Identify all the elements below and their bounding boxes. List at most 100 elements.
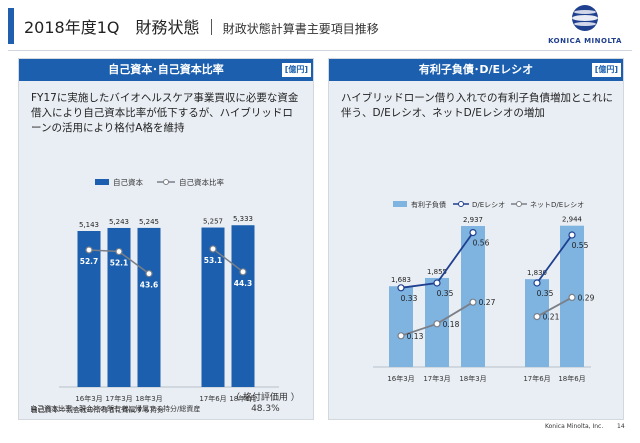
de-ratio-point xyxy=(533,279,541,287)
equity-ratio-line xyxy=(212,248,244,273)
logo-globe-icon xyxy=(572,5,598,31)
equity-chart: 自己資本 自己資本比率 5,143 16年3月 5,243 17年3月 5,245 18年… xyxy=(59,177,279,403)
logo-text: KONICA MINOLTA xyxy=(548,37,622,45)
debt-bar xyxy=(525,279,549,367)
de-ratio-line xyxy=(536,234,573,284)
legend-bar-label: 自己資本 xyxy=(113,177,143,187)
x-tick-label: 18年6月 xyxy=(229,394,256,403)
equity-description: FY17に実施したバイオヘルスケア事業買収に必要な資金借入により自己資本比率が低… xyxy=(31,92,299,134)
de-ratio-point xyxy=(397,284,405,292)
equity-ratio-point xyxy=(115,247,123,256)
page-subtitle: 財政状態計算書主要項目推移 xyxy=(222,22,379,36)
equity-note-1: 自己資本＝親会社の所有者に帰属する持分 xyxy=(31,406,164,414)
legend-debt-swatch xyxy=(393,201,407,207)
debt-unit-badge: [億円] xyxy=(591,63,621,77)
net-de-ratio-point xyxy=(533,313,541,321)
net-de-ratio-line xyxy=(536,296,573,318)
net-de-ratio-label: 0.18 xyxy=(443,320,460,329)
page-title-text: 2018年度1Q 財務状態 xyxy=(24,18,200,37)
net-de-ratio-label: 0.21 xyxy=(543,313,560,322)
x-tick-label: 17年3月 xyxy=(105,394,132,403)
footer-company: Konica Minolta, Inc. xyxy=(545,423,604,430)
debt-legend: 有利子負債 D/Eレシオ ネットD/Eレシオ xyxy=(393,200,584,209)
equity-ratio-label: 52.7 xyxy=(80,257,99,266)
net-de-ratio-label: 0.27 xyxy=(479,298,496,307)
header-accent-bar xyxy=(8,8,14,44)
x-tick-label: 18年6月 xyxy=(558,374,585,383)
equity-ratio-point xyxy=(239,268,247,276)
equity-unit-badge: [億円] xyxy=(281,63,311,77)
x-tick-label: 16年3月 xyxy=(387,374,414,383)
rating-note: （ 格付評価用 ） 48.3% xyxy=(231,393,300,415)
debt-panel-title: 有利子負債･D/Eレシオ xyxy=(418,63,534,76)
equity-bar xyxy=(137,227,161,387)
equity-bar xyxy=(201,227,225,387)
debt-panel: 有利子負債･D/Eレシオ [億円] ハイブリッドローン借り入れでの有利子負債増加… xyxy=(328,58,624,420)
equity-bar xyxy=(231,225,255,387)
rating-label: （ 格付評価用 ） xyxy=(231,393,300,403)
de-ratio-point xyxy=(568,231,576,239)
rating-value: 48.3% xyxy=(251,404,280,414)
equity-panel: 自己資本･自己資本比率 [億円] FY17に実施したバイオヘルスケア事業買収に必… xyxy=(18,58,314,420)
de-ratio-label: 0.56 xyxy=(473,239,490,248)
equity-note-2: 自己資本比率＝親会社の所有者に帰属する持分/総資産 xyxy=(30,405,201,413)
x-tick-label: 18年3月 xyxy=(135,394,162,403)
debt-value-label: 2,937 xyxy=(463,216,483,224)
x-tick-label: 16年3月 xyxy=(75,394,102,403)
debt-panel-body: ハイブリッドローン借り入れでの有利子負債増加とこれに伴う、D/Eレシオ、ネットD… xyxy=(329,81,623,419)
equity-ratio-point xyxy=(145,270,153,278)
equity-value-label: 5,143 xyxy=(79,221,99,229)
equity-ratio-point xyxy=(85,246,93,254)
legend-debt-label: 有利子負債 xyxy=(411,200,446,209)
de-ratio-label: 0.33 xyxy=(401,294,418,303)
equity-panel-title: 自己資本･自己資本比率 xyxy=(108,63,224,76)
equity-ratio-label: 52.1 xyxy=(110,259,129,268)
net-de-ratio-point xyxy=(469,298,477,306)
de-ratio-point xyxy=(433,279,441,287)
equity-panel-body: FY17に実施したバイオヘルスケア事業買収に必要な資金借入により自己資本比率が低… xyxy=(19,81,313,419)
debt-value-label: 1,683 xyxy=(391,276,411,284)
legend-de-label: D/Eレシオ xyxy=(472,201,505,209)
x-tick-label: 18年3月 xyxy=(459,374,486,383)
debt-description: ハイブリッドローン借り入れでの有利子負債増加とこれに伴う、D/Eレシオ、ネットD… xyxy=(341,92,613,119)
equity-value-label: 5,257 xyxy=(203,218,223,226)
debt-chart-marks: 1,683 16年3月 1,855 17年3月 2,937 18年3月 1,830 17年6月… xyxy=(373,216,595,383)
de-ratio-label: 0.35 xyxy=(537,289,554,298)
equity-bar xyxy=(77,230,101,387)
page-number: 14 xyxy=(617,423,625,430)
page-title: 2018年度1Q 財務状態 財政状態計算書主要項目推移 xyxy=(24,14,379,38)
debt-value-label: 2,944 xyxy=(562,216,583,224)
debt-panel-header: 有利子負債･D/Eレシオ [億円] xyxy=(329,59,623,81)
net-de-ratio-point xyxy=(397,332,405,340)
equity-ratio-label: 44.3 xyxy=(234,279,253,288)
header-divider xyxy=(8,50,632,51)
equity-value-label: 5,243 xyxy=(109,218,129,226)
equity-chart-marks: 5,143 16年3月 5,243 17年3月 5,245 18年3月 5,257 17年6月… xyxy=(59,215,279,403)
debt-value-label: 1,855 xyxy=(427,268,447,276)
net-de-ratio-label: 0.29 xyxy=(578,293,595,302)
x-tick-label: 17年3月 xyxy=(423,374,450,383)
debt-chart: 有利子負債 D/Eレシオ ネットD/Eレシオ 1,683 16年3月 1,855 17… xyxy=(373,200,595,383)
legend-line-marker xyxy=(163,179,169,185)
de-ratio-point xyxy=(469,229,477,237)
equity-value-label: 5,333 xyxy=(233,215,253,223)
net-de-ratio-label: 0.13 xyxy=(407,332,424,341)
debt-value-label: 1,830 xyxy=(527,269,547,277)
equity-value-label: 5,245 xyxy=(139,218,159,226)
de-ratio-label: 0.35 xyxy=(437,289,454,298)
debt-bar xyxy=(461,226,485,367)
legend-net-label: ネットD/Eレシオ xyxy=(530,201,584,209)
legend-bar-swatch xyxy=(95,179,109,185)
equity-bar xyxy=(107,227,131,387)
debt-bar xyxy=(389,286,413,367)
legend-line-label: 自己資本比率 xyxy=(179,177,224,187)
equity-ratio-label: 43.6 xyxy=(140,281,159,290)
equity-ratio-label: 53.1 xyxy=(204,256,223,265)
net-de-ratio-point xyxy=(433,320,441,328)
x-tick-label: 17年6月 xyxy=(199,394,226,403)
equity-ratio-point xyxy=(209,245,217,253)
x-tick-label: 17年6月 xyxy=(523,374,550,383)
legend-de-marker xyxy=(458,201,464,207)
legend-net-marker xyxy=(516,201,522,207)
equity-panel-header: 自己資本･自己資本比率 [億円] xyxy=(19,59,313,81)
